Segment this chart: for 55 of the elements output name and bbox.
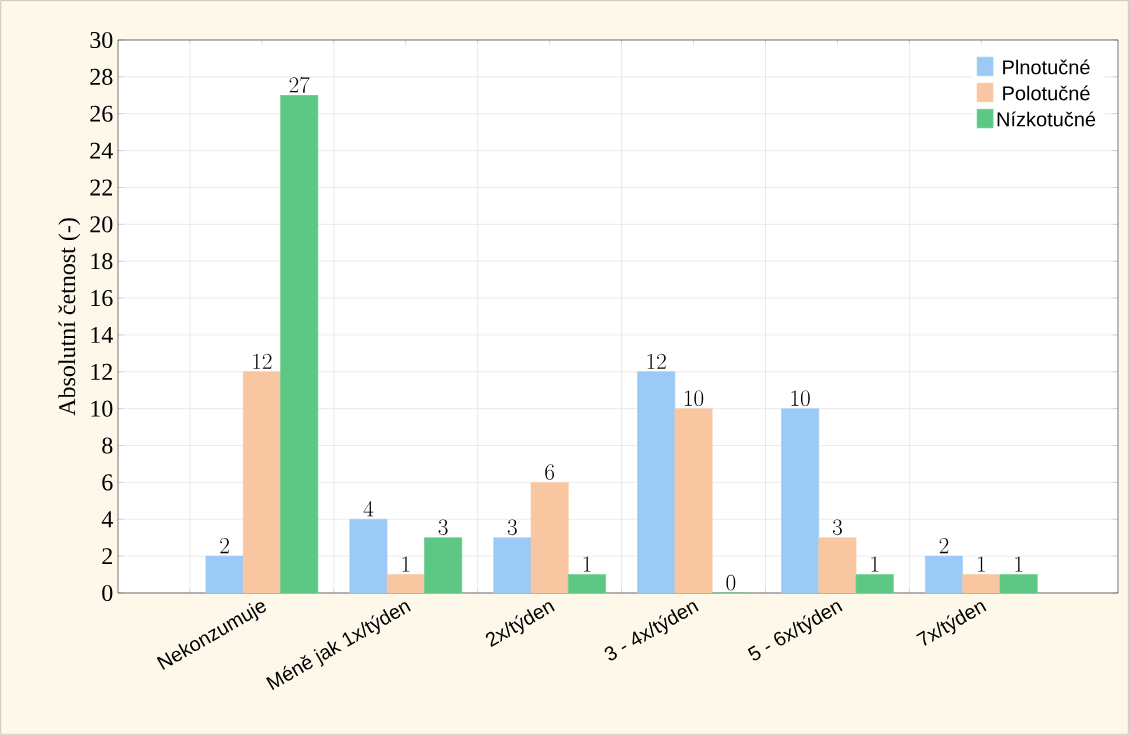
y-tick-label: 0 [102, 584, 113, 602]
legend-label: Nízkotučné [997, 111, 1096, 127]
bar [999, 574, 1038, 593]
data-label: 2 [220, 537, 229, 554]
y-tick-label: 24 [90, 142, 113, 159]
y-axis-title: Absolutní četnost (-) [58, 218, 81, 416]
bar [637, 371, 676, 593]
data-label: 3 [438, 519, 448, 536]
bar [530, 482, 569, 593]
bar [781, 408, 820, 593]
bar [280, 95, 319, 593]
bar [242, 371, 281, 593]
y-tick-label: 28 [90, 68, 113, 85]
y-tick-label: 4 [101, 511, 113, 528]
data-label: 27 [289, 76, 310, 93]
y-tick-label: 12 [91, 363, 112, 380]
y-tick-label: 26 [90, 105, 113, 122]
bar [386, 574, 425, 593]
y-tick-label: 30 [90, 31, 113, 49]
y-tick-label: 8 [102, 437, 113, 454]
bar [205, 555, 244, 593]
bar [674, 408, 713, 593]
data-label: 1 [583, 556, 591, 572]
data-label: 0 [726, 574, 736, 591]
bar [855, 574, 894, 593]
data-label: 6 [545, 464, 555, 480]
legend-label: Plnotučné [1003, 59, 1090, 75]
data-label: 10 [684, 390, 704, 407]
y-tick-label: 14 [91, 326, 113, 343]
data-label: 3 [832, 519, 842, 536]
bar [818, 537, 857, 593]
data-label: 3 [507, 519, 517, 536]
data-label: 4 [363, 500, 374, 517]
data-label: 1 [978, 556, 985, 572]
data-label: 1 [871, 556, 879, 572]
bar [493, 537, 532, 593]
y-tick-label: 6 [102, 474, 113, 491]
data-label: 12 [253, 353, 272, 369]
y-tick-label: 20 [90, 216, 113, 233]
bar [962, 574, 1001, 593]
bar [568, 574, 606, 593]
y-tick-label: 16 [91, 289, 113, 307]
legend-label: Polotučné [1003, 85, 1090, 101]
data-label: 2 [939, 537, 949, 554]
bar [424, 537, 463, 593]
data-label: 1 [402, 556, 410, 572]
bar [349, 518, 388, 593]
bar [925, 555, 963, 593]
y-tick-label: 22 [90, 179, 112, 196]
y-tick-label: 18 [91, 253, 113, 270]
y-tick-label: 2 [102, 548, 112, 565]
y-tick-label: 10 [91, 400, 113, 417]
data-label: 12 [647, 353, 666, 369]
data-label: 10 [791, 390, 810, 407]
data-label: 1 [1015, 556, 1023, 572]
